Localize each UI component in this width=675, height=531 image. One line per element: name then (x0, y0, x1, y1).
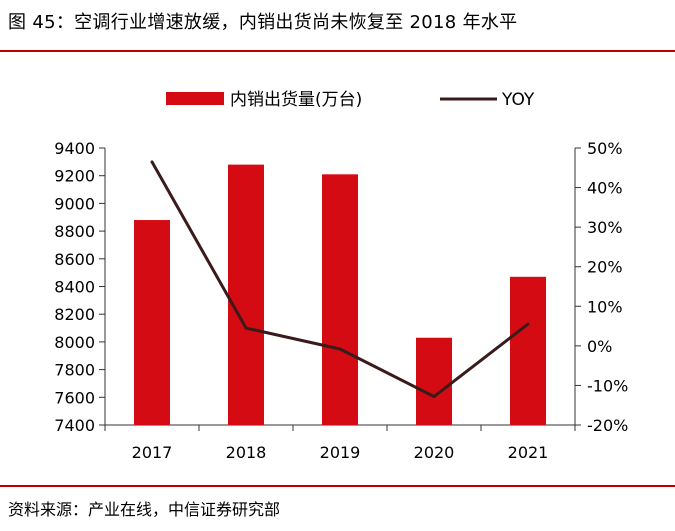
right-tick-label: -20% (587, 416, 628, 435)
left-tick-label: 8200 (54, 305, 95, 324)
bar-2017 (134, 220, 170, 425)
left-tick-label: 9200 (54, 167, 95, 186)
left-tick-label: 9000 (54, 194, 95, 213)
left-tick-label: 8000 (54, 333, 95, 352)
source-divider (0, 485, 675, 487)
yoy-point-2017 (150, 160, 154, 164)
right-tick-label: 30% (587, 218, 623, 237)
right-tick-label: 40% (587, 179, 623, 198)
left-tick-label: 8800 (54, 222, 95, 241)
legend-line-label: YOY (501, 90, 535, 110)
x-tick-label: 2020 (414, 443, 455, 462)
bar-2020 (416, 337, 452, 425)
left-tick-label: 7800 (54, 361, 95, 380)
legend-bar-label: 内销出货量(万台) (230, 90, 362, 110)
yoy-point-2020 (432, 395, 436, 399)
bar-2018 (228, 164, 264, 425)
x-tick-label: 2021 (508, 443, 549, 462)
x-tick-label: 2018 (226, 443, 267, 462)
x-tick-label: 2019 (320, 443, 361, 462)
legend-bar-swatch (166, 92, 224, 105)
left-tick-label: 8400 (54, 278, 95, 297)
left-tick-label: 7600 (54, 388, 95, 407)
left-tick-label: 9400 (54, 139, 95, 158)
x-tick-label: 2017 (132, 443, 173, 462)
bar-2019 (322, 174, 358, 425)
yoy-point-2019 (338, 347, 342, 351)
left-tick-label: 8600 (54, 250, 95, 269)
right-tick-label: 10% (587, 297, 623, 316)
yoy-point-2021 (526, 322, 530, 326)
chart-title: 图 45：空调行业增速放缓，内销出货尚未恢复至 2018 年水平 (8, 12, 518, 33)
yoy-line (150, 160, 530, 399)
bar-2021 (510, 276, 546, 425)
bars (134, 164, 546, 425)
legend: 内销出货量(万台) YOY (166, 90, 535, 110)
right-tick-label: 50% (587, 139, 623, 158)
title-divider (0, 50, 675, 52)
left-tick-label: 7400 (54, 416, 95, 435)
yoy-point-2018 (244, 326, 248, 330)
axes: 9400 9200 9000 8800 8600 8400 8200 8000 7800 7600… (54, 139, 628, 462)
source-note: 资料来源：产业在线，中信证券研究部 (8, 500, 281, 519)
right-tick-label: -10% (587, 376, 628, 395)
right-tick-label: 20% (587, 258, 623, 277)
right-tick-label: 0% (587, 337, 612, 356)
